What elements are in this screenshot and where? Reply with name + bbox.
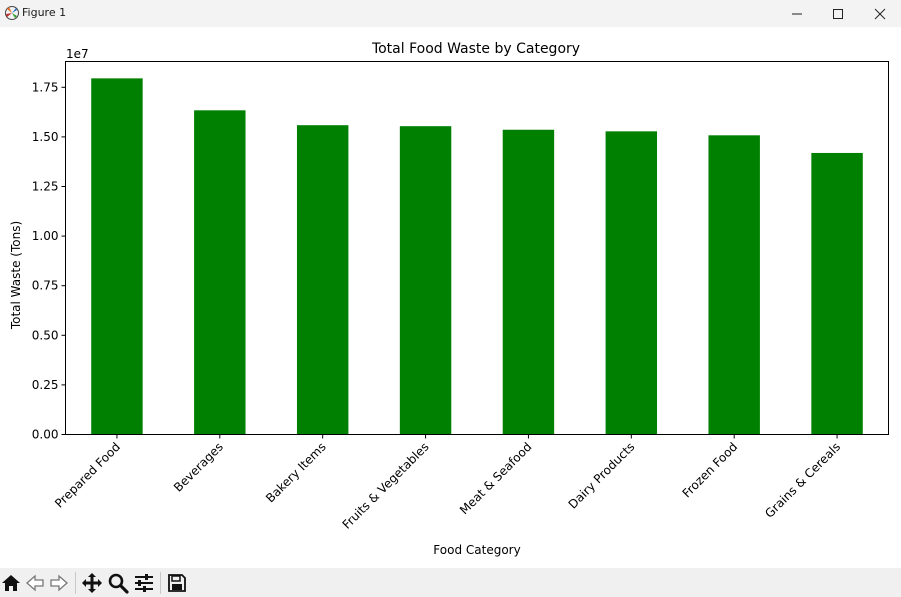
chart-title: Total Food Waste by Category bbox=[371, 41, 580, 57]
x-tick-label: Frozen Food bbox=[680, 440, 741, 501]
close-button[interactable] bbox=[858, 0, 901, 27]
y-tick-label: 0.00 bbox=[32, 428, 59, 442]
maximize-icon bbox=[833, 8, 843, 19]
bar-chart: Total Food Waste by Category 1e7 Total W… bbox=[9, 41, 889, 557]
x-axis-label: Food Category bbox=[433, 543, 520, 557]
bar bbox=[194, 110, 246, 435]
configure-subplots-button[interactable] bbox=[133, 572, 155, 594]
bar bbox=[708, 135, 760, 435]
bars-group bbox=[91, 78, 863, 435]
zoom-icon bbox=[108, 573, 129, 594]
maximize-button[interactable] bbox=[816, 0, 860, 27]
y-tick-label: 1.00 bbox=[32, 229, 59, 243]
x-axis: Prepared Food Beverages Bakery Items Fruits… bbox=[52, 434, 843, 532]
navigation-toolbar bbox=[0, 568, 901, 597]
zoom-button[interactable] bbox=[107, 572, 129, 594]
window-titlebar: Figure 1 bbox=[0, 0, 901, 27]
x-tick-label: Beverages bbox=[171, 440, 226, 495]
bar bbox=[296, 125, 349, 435]
x-tick-label: Bakery Items bbox=[263, 440, 329, 506]
y-axis: 0.00 0.25 0.50 0.75 1.00 1.25 1.50 1.75 bbox=[32, 80, 66, 442]
forward-arrow-icon bbox=[50, 574, 68, 592]
home-button[interactable] bbox=[0, 572, 22, 594]
y-tick-label: 1.75 bbox=[32, 80, 59, 94]
pan-icon bbox=[82, 573, 102, 593]
x-tick-label: Fruits & Vegetables bbox=[340, 440, 432, 532]
close-icon bbox=[874, 8, 886, 19]
y-offset-label: 1e7 bbox=[66, 47, 89, 61]
matplotlib-icon bbox=[5, 6, 19, 20]
pan-button[interactable] bbox=[81, 572, 103, 594]
bar bbox=[811, 152, 863, 435]
back-button[interactable] bbox=[24, 572, 46, 594]
toolbar-separator bbox=[75, 572, 76, 594]
minimize-icon bbox=[792, 13, 802, 14]
y-tick-label: 0.25 bbox=[32, 378, 59, 392]
figure-canvas: Total Food Waste by Category 1e7 Total W… bbox=[0, 27, 901, 568]
y-tick-label: 0.50 bbox=[32, 328, 59, 342]
x-tick-label: Prepared Food bbox=[52, 440, 123, 511]
window-title: Figure 1 bbox=[22, 6, 67, 19]
save-button[interactable] bbox=[166, 572, 188, 594]
minimize-button[interactable] bbox=[775, 0, 819, 27]
plot-frame bbox=[65, 61, 889, 435]
y-tick-label: 0.75 bbox=[32, 279, 59, 293]
forward-button[interactable] bbox=[48, 572, 70, 594]
x-tick-label: Dairy Products bbox=[566, 440, 638, 512]
x-tick-label: Meat & Seafood bbox=[457, 440, 535, 518]
y-tick-label: 1.25 bbox=[32, 179, 59, 193]
toolbar-separator bbox=[160, 572, 161, 594]
save-icon bbox=[168, 574, 186, 592]
home-icon bbox=[2, 575, 20, 591]
configure-subplots-icon bbox=[135, 574, 153, 592]
x-tick-label: Grains & Cereals bbox=[762, 440, 843, 521]
bar bbox=[91, 78, 143, 435]
bar bbox=[502, 129, 555, 435]
bar bbox=[605, 131, 658, 435]
bar bbox=[399, 126, 452, 435]
back-arrow-icon bbox=[26, 574, 44, 592]
y-axis-label: Total Waste (Tons) bbox=[9, 221, 23, 330]
y-tick-label: 1.50 bbox=[32, 130, 59, 144]
